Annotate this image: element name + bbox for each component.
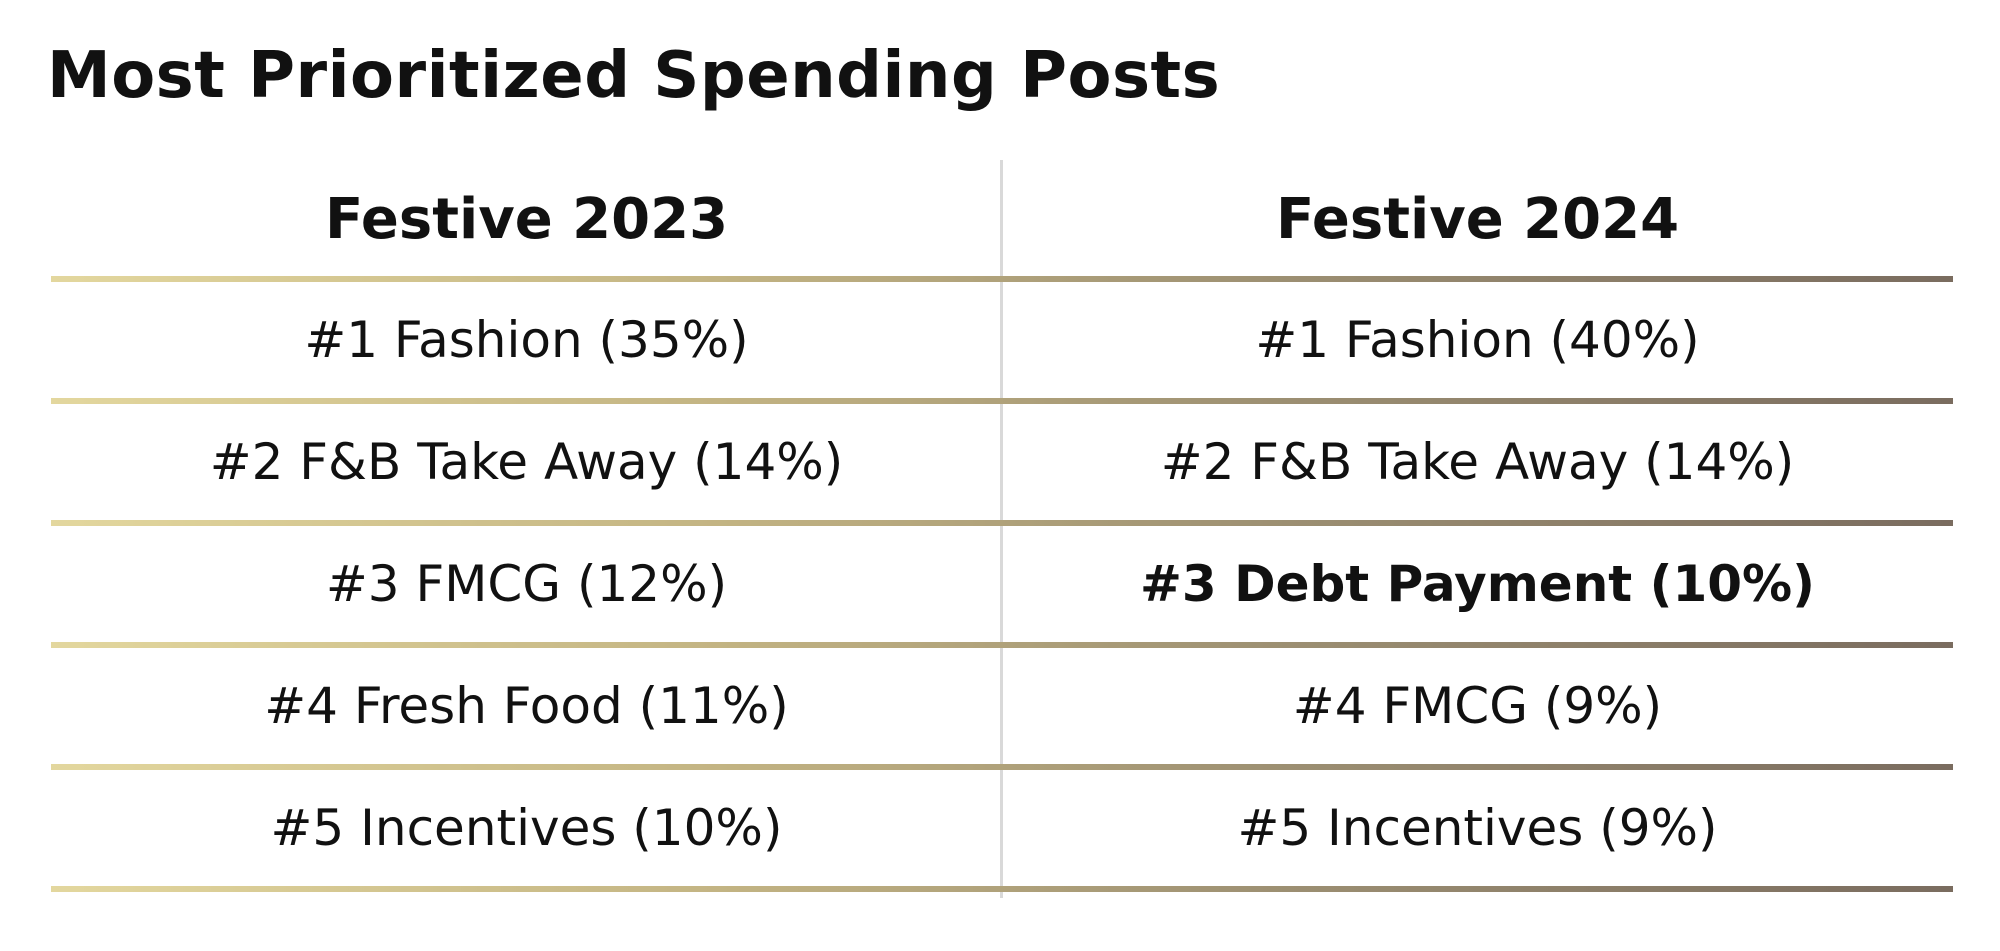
row-rule	[51, 276, 1953, 282]
cell-festive-2024: #5 Incentives (9%)	[1237, 799, 1718, 857]
cell-festive-2023: #1 Fashion (35%)	[304, 311, 749, 369]
row-rule	[51, 886, 1953, 892]
cell-festive-2023: #2 F&B Take Away (14%)	[209, 433, 844, 491]
row-rule	[51, 398, 1953, 404]
table-row: #5 Incentives (10%) #5 Incentives (9%)	[51, 770, 1953, 892]
cell-festive-2024: #4 FMCG (9%)	[1292, 677, 1663, 735]
column-header-festive-2023: Festive 2023	[324, 186, 729, 252]
cell-festive-2024: #1 Fashion (40%)	[1255, 311, 1700, 369]
row-rule	[51, 642, 1953, 648]
cell-festive-2024-highlighted: #3 Debt Payment (10%)	[1140, 555, 1815, 613]
row-rule	[51, 764, 1953, 770]
page-title: Most Prioritized Spending Posts	[47, 39, 1221, 113]
table-header-row: Festive 2023 Festive 2024	[51, 160, 1953, 282]
column-header-festive-2024: Festive 2024	[1275, 186, 1680, 252]
table-row: #1 Fashion (35%) #1 Fashion (40%)	[51, 282, 1953, 404]
table-row: #3 FMCG (12%) #3 Debt Payment (10%)	[51, 526, 1953, 648]
cell-festive-2023: #3 FMCG (12%)	[325, 555, 728, 613]
cell-festive-2023: #5 Incentives (10%)	[270, 799, 783, 857]
table-row: #2 F&B Take Away (14%) #2 F&B Take Away …	[51, 404, 1953, 526]
cell-festive-2024: #2 F&B Take Away (14%)	[1160, 433, 1795, 491]
row-rule	[51, 520, 1953, 526]
table-row: #4 Fresh Food (11%) #4 FMCG (9%)	[51, 648, 1953, 770]
column-divider	[1000, 160, 1003, 898]
spending-comparison-table: Festive 2023 Festive 2024 #1 Fashion (35…	[51, 160, 1953, 898]
cell-festive-2023: #4 Fresh Food (11%)	[264, 677, 789, 735]
